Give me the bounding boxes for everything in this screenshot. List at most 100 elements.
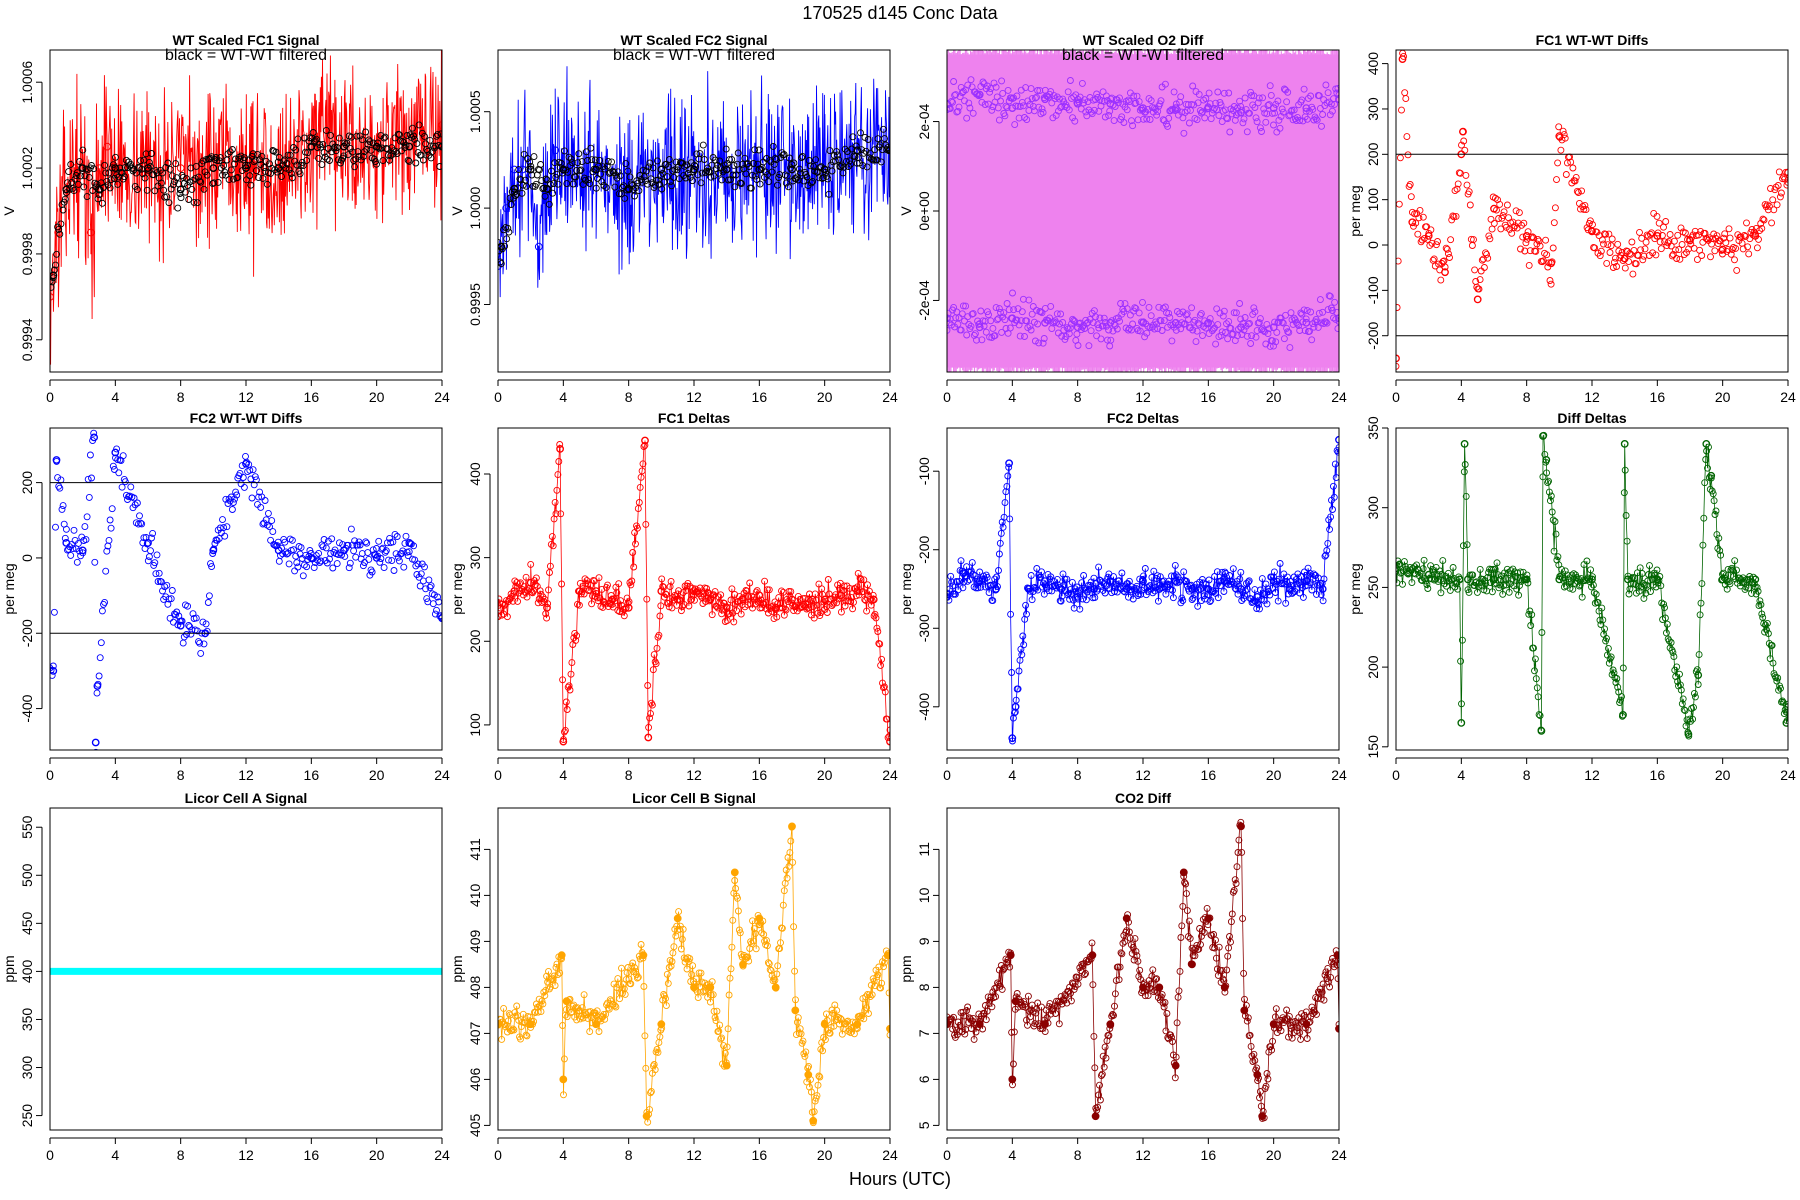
fc2_deltas-point [1154, 597, 1162, 605]
co2_diff-point [1094, 1103, 1102, 1111]
diff_deltas-point [1547, 492, 1555, 500]
licor_b-point [785, 862, 793, 870]
diff_deltas-point [1507, 567, 1515, 575]
o2_diff-point [1165, 114, 1173, 122]
o2_diff-point [1001, 112, 1009, 120]
fc2_deltas-point [1167, 585, 1175, 593]
fc1_deltas-x-tick-label: 4 [559, 767, 567, 783]
licor_b-point [807, 1088, 815, 1096]
o2_diff-point [1066, 77, 1074, 84]
fc2_deltas-point [969, 570, 977, 578]
fc2_signal-point [803, 173, 811, 181]
o2_diff-point [1139, 298, 1146, 306]
o2_diff-point [965, 99, 973, 107]
licor_b-point [746, 945, 754, 952]
o2_diff-point [1168, 105, 1176, 113]
fc1_signal-point [278, 173, 285, 181]
licor_b-point [542, 986, 550, 994]
fc1_wtwt_diffs-point [1403, 133, 1411, 141]
co2_diff-point [1116, 963, 1124, 971]
diff_deltas-point [1548, 508, 1556, 516]
fc2_wtwt_diffs-point [261, 497, 269, 504]
o2_diff-point [1049, 319, 1057, 327]
o2_diff-point [1322, 81, 1330, 89]
co2_diff-point [1091, 1064, 1099, 1072]
fc1_deltas-point [747, 600, 755, 608]
co2_diff-point [1058, 1000, 1066, 1008]
fc1_deltas-point [730, 618, 738, 626]
fc2_signal-point [863, 163, 871, 171]
fc1_signal-y-label: V [1, 206, 17, 216]
fc2_wtwt_diffs-point [390, 567, 398, 574]
fc1_wtwt_diffs-point [1402, 95, 1410, 103]
fc1_wtwt_diffs-point [1770, 206, 1778, 214]
fc1_wtwt_diffs-point [1597, 247, 1605, 255]
fc1_signal-point [70, 187, 78, 195]
o2_diff-point [1118, 113, 1126, 121]
fc1_wtwt_diffs-point [1458, 141, 1465, 149]
fc2_wtwt_diffs-point [427, 582, 435, 590]
fc2_deltas-point [999, 523, 1007, 531]
fc2_deltas-x-tick-label: 4 [1008, 767, 1016, 783]
fc1_deltas-point [552, 510, 560, 518]
licor_b-point [683, 965, 691, 973]
fc1_signal-point [172, 160, 180, 168]
fc1_wtwt_diffs-data-point [1473, 295, 1482, 304]
fc1_signal-point [67, 160, 75, 168]
o2_diff-point [1089, 319, 1097, 327]
fc1_wtwt_diffs-point [1760, 216, 1768, 224]
fc2_signal-point [731, 183, 739, 191]
o2_diff-data-point [1073, 99, 1082, 108]
fc1_deltas-point [750, 596, 758, 604]
fc2_signal-point [597, 170, 605, 178]
fc2_wtwt_diffs-point [426, 583, 434, 591]
diff_deltas-point [1669, 648, 1677, 656]
fc1_deltas-point [536, 587, 544, 595]
o2_diff-point [1313, 116, 1321, 124]
o2_diff-point [1268, 109, 1276, 117]
fc1_wtwt_diffs-point [1610, 258, 1618, 266]
fc2_deltas-point [1307, 579, 1315, 587]
fc1_wtwt_diffs-point [1443, 245, 1451, 253]
o2_diff-point [1218, 118, 1226, 126]
fc1_wtwt_diffs-point [1488, 225, 1496, 233]
fc2_signal-point [643, 167, 650, 175]
fc1_deltas-point [839, 587, 847, 594]
o2_diff-point [1071, 117, 1079, 125]
fc1_signal-point [286, 151, 294, 159]
o2_diff-point [1308, 336, 1316, 344]
licor_b-point [563, 1013, 571, 1021]
licor_b-point [656, 1033, 664, 1041]
o2_diff-point [1184, 316, 1192, 324]
licor_b-point [604, 1004, 612, 1012]
fc2_signal-point [617, 190, 625, 198]
fc1_signal-point [215, 157, 223, 165]
fc1_wtwt_diffs-point [1490, 219, 1498, 227]
fc1_wtwt_diffs-point [1521, 247, 1529, 255]
fc1_signal-data-point [372, 142, 381, 151]
o2_diff-point [947, 106, 951, 114]
o2_diff-point [1277, 112, 1285, 120]
o2_diff-data-point [1041, 95, 1049, 104]
co2_diff-point [1183, 907, 1191, 915]
fc1_deltas-point [658, 575, 666, 583]
o2_diff-point [1017, 317, 1025, 325]
licor_b-data-point [562, 997, 571, 1006]
fc2_wtwt_diffs-x-tick-label: 0 [46, 767, 54, 783]
fc1_wtwt_diffs-point [1596, 252, 1604, 260]
diff_deltas-point [1533, 684, 1541, 692]
fc1_signal-point [366, 138, 374, 146]
licor_b-y-tick-label: 410 [467, 884, 483, 908]
fc2_wtwt_diffs-point [147, 547, 154, 555]
o2_diff-point [1107, 336, 1115, 344]
diff_deltas-point [1534, 693, 1542, 701]
fc1_deltas-point [718, 610, 726, 618]
co2_diff-point [1177, 934, 1185, 941]
fc1_signal-title: WT Scaled FC1 Signal [172, 32, 319, 48]
o2_diff-point [1182, 100, 1190, 108]
fc1_deltas-point [637, 473, 645, 481]
fc2_deltas-data-point [1041, 577, 1049, 585]
fc2_signal-point [611, 183, 619, 191]
fc1_signal-point [52, 261, 59, 269]
licor_b-point [551, 982, 559, 989]
